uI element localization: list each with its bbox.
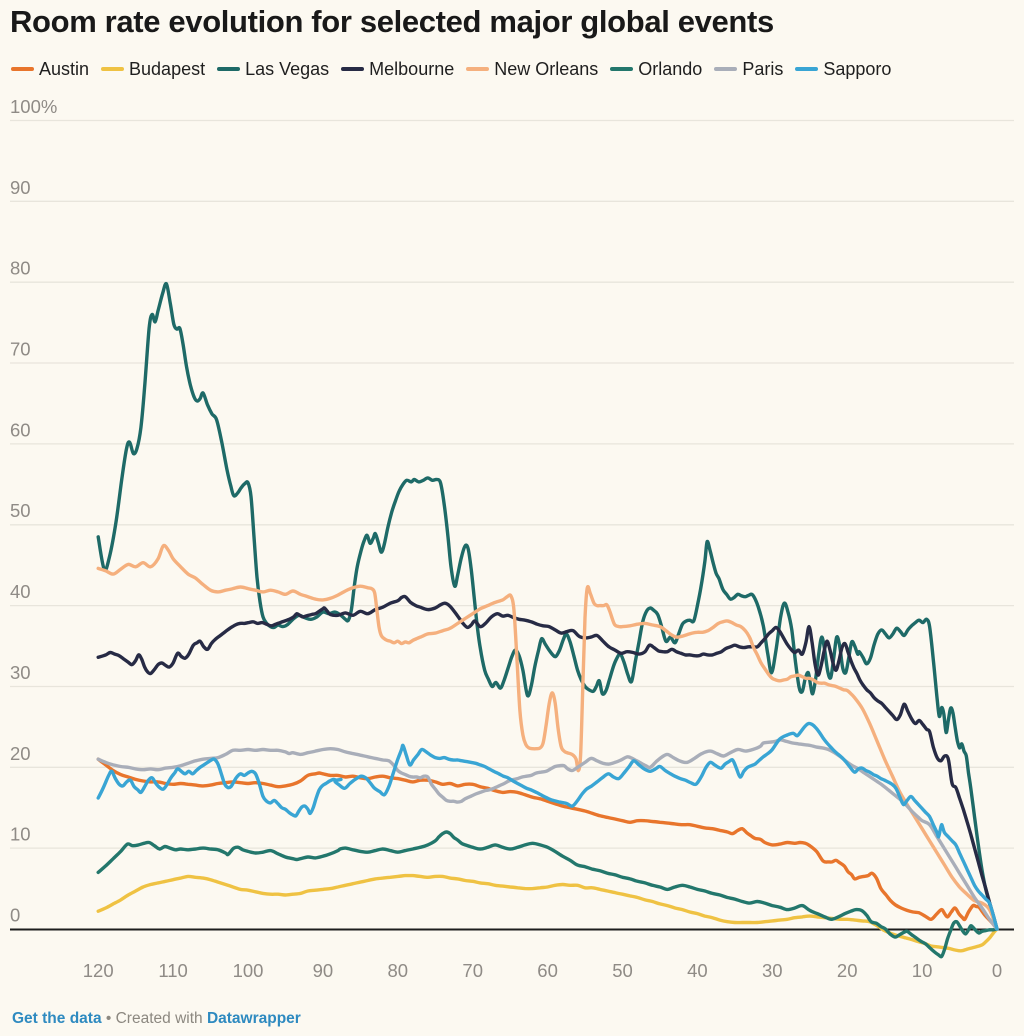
svg-text:100: 100 (233, 960, 264, 981)
svg-text:0: 0 (992, 960, 1002, 981)
svg-text:100%: 100% (10, 96, 57, 117)
svg-text:40: 40 (687, 960, 708, 981)
svg-text:70: 70 (10, 339, 31, 360)
svg-text:20: 20 (10, 743, 31, 764)
svg-text:90: 90 (10, 177, 31, 198)
svg-text:80: 80 (388, 960, 409, 981)
svg-text:90: 90 (313, 960, 334, 981)
svg-text:40: 40 (10, 581, 31, 602)
svg-text:80: 80 (10, 258, 31, 279)
svg-text:10: 10 (912, 960, 933, 981)
svg-text:20: 20 (837, 960, 858, 981)
svg-text:60: 60 (537, 960, 558, 981)
svg-text:10: 10 (10, 824, 31, 845)
svg-text:120: 120 (83, 960, 114, 981)
svg-text:60: 60 (10, 419, 31, 440)
svg-text:110: 110 (158, 960, 188, 981)
svg-text:70: 70 (462, 960, 483, 981)
svg-text:50: 50 (612, 960, 633, 981)
svg-text:30: 30 (10, 662, 31, 683)
svg-text:0: 0 (10, 905, 20, 926)
svg-text:50: 50 (10, 500, 31, 521)
svg-text:30: 30 (762, 960, 783, 981)
